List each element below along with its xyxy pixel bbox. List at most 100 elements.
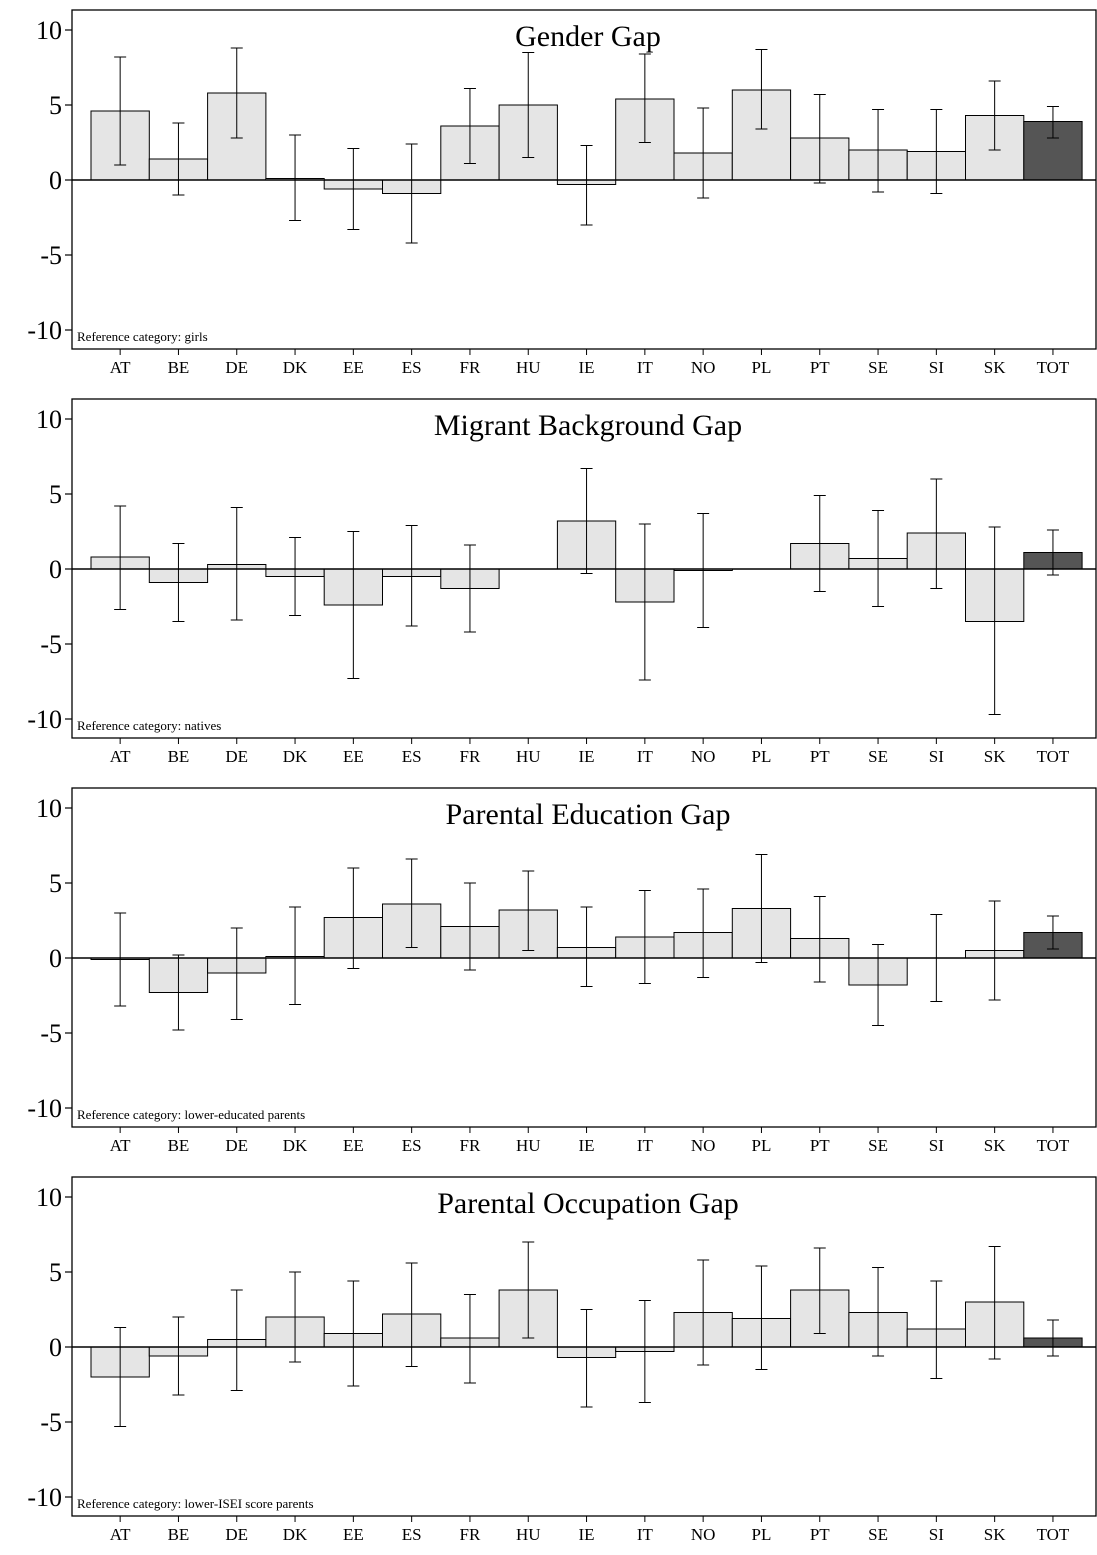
x-tick-label: PL [752,1136,772,1155]
y-tick-label: 5 [49,91,62,120]
error-bar-si [930,1280,943,1379]
x-tick-label: TOT [1037,358,1070,377]
error-bar-dk [289,537,302,616]
x-tick-label: BE [168,1136,190,1155]
x-tick-label: AT [110,1525,131,1544]
chart-panel-2: 10 5 0 -5 -10 AT BE DE DK EE ES FR HU IE IT NO PL PT SE SI S… [27,398,1097,766]
x-tick-label: FR [460,747,481,766]
error-bar-pt [813,896,826,983]
y-tick-label: 0 [49,555,62,584]
y-tick-label: 10 [36,16,62,45]
x-tick-label: PT [810,358,830,377]
error-bar-at [114,505,127,610]
x-tick-label: SI [929,747,944,766]
error-bar-sk [988,900,1001,1001]
x-tick-label: BE [168,358,190,377]
x-tick-label: BE [168,747,190,766]
x-tick-label: NO [691,1136,716,1155]
error-bar-si [930,109,943,194]
error-bar-pt [813,1247,826,1334]
chart-panel-3: 10 5 0 -5 -10 AT BE DE DK EE ES FR HU IE IT NO PL PT SE SI S… [27,787,1097,1155]
error-bar-es [405,525,418,627]
error-bar-de [230,507,243,621]
error-bar-sk [988,80,1001,151]
y-tick-label: 0 [49,944,62,973]
y-tick-label: -10 [27,705,62,734]
error-bar-es [405,143,418,244]
error-bar-fr [463,88,476,164]
x-tick-label: SE [868,1136,888,1155]
x-tick-label: IT [637,1136,654,1155]
error-bar-ee [347,867,360,969]
error-bar-es [405,858,418,948]
error-bar-tot [1046,1319,1059,1357]
x-tick-label: IE [579,1136,595,1155]
y-tick-label: -10 [27,1483,62,1512]
x-tick-label: AT [110,747,131,766]
error-bar-ee [347,531,360,679]
x-tick-label: HU [516,1525,541,1544]
x-tick-label: DE [225,1136,248,1155]
error-bar-sk [988,1246,1001,1360]
chart-title: Gender Gap [515,20,661,53]
error-bar-pl [755,1265,768,1370]
y-tick-label: -5 [40,1019,62,1048]
error-bar-dk [289,906,302,1005]
error-bar-tot [1046,106,1059,139]
error-bar-be [172,122,185,196]
x-tick-label: ES [402,358,422,377]
x-tick-label: DK [283,1136,308,1155]
x-tick-label: SK [984,1525,1006,1544]
error-bar-sk [988,526,1001,715]
error-bar-pt [813,495,826,592]
x-tick-label: TOT [1037,1136,1070,1155]
x-tick-label: NO [691,358,716,377]
x-tick-label: EE [343,1136,364,1155]
error-bar-ie [580,906,593,987]
error-bar-at [114,912,127,1007]
chart-title: Migrant Background Gap [434,409,742,442]
error-bar-no [697,107,710,199]
x-tick-label: FR [460,358,481,377]
error-bar-ee [347,148,360,230]
y-tick-label: 0 [49,1333,62,1362]
x-tick-label: AT [110,358,131,377]
reference-note: Reference category: lower-educated paren… [77,1107,305,1122]
error-bar-ie [580,145,593,226]
error-bar-fr [463,882,476,971]
x-tick-label: FR [460,1525,481,1544]
chart-panel-1: 10 5 0 -5 -10 AT BE DE DK EE ES FR HU IE IT NO PL PT SE SI S… [27,9,1097,377]
x-tick-label: HU [516,747,541,766]
x-tick-label: HU [516,1136,541,1155]
reference-note: Reference category: natives [77,718,221,733]
error-bar-no [697,1259,710,1366]
x-tick-label: TOT [1037,1525,1070,1544]
error-bar-fr [463,544,476,633]
y-tick-label: 10 [36,794,62,823]
x-tick-label: IT [637,747,654,766]
error-bar-hu [522,1241,535,1339]
x-tick-label: IE [579,358,595,377]
x-tick-label: EE [343,1525,364,1544]
x-tick-label: IE [579,747,595,766]
x-tick-label: BE [168,1525,190,1544]
error-bar-ie [580,468,593,574]
x-tick-label: SE [868,747,888,766]
y-tick-label: 5 [49,480,62,509]
x-tick-label: NO [691,747,716,766]
error-bar-be [172,954,185,1031]
x-tick-label: PL [752,1525,772,1544]
x-tick-label: FR [460,1136,481,1155]
error-bar-hu [522,52,535,158]
x-tick-label: ES [402,747,422,766]
y-tick-label: -5 [40,241,62,270]
error-bar-no [697,513,710,628]
error-bar-es [405,1262,418,1367]
x-tick-label: PT [810,1136,830,1155]
error-bar-tot [1046,915,1059,950]
error-bar-it [638,523,651,681]
error-bar-dk [289,1271,302,1363]
error-bar-pl [755,854,768,963]
y-tick-label: 0 [49,166,62,195]
